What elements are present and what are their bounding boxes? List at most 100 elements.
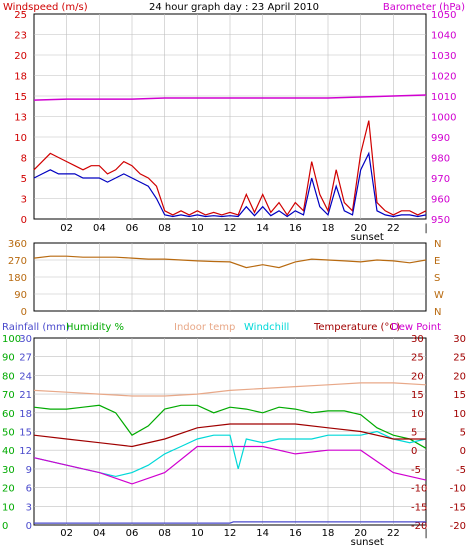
humidity-tick-label: 70 [2, 390, 15, 401]
average-windspeed-line [33, 151, 427, 218]
temperature-tick-label: -20 [450, 521, 466, 532]
x-tick-label: 14 [256, 528, 269, 539]
x-tick-label: 08 [158, 528, 171, 539]
temperature-tick-label: 15 [453, 390, 466, 401]
barometer-tick-label: 1020 [431, 72, 456, 83]
rainfall-tick-label: 18 [19, 409, 32, 420]
x-tick-label: 14 [256, 223, 269, 234]
x-tick-label: 12 [224, 528, 237, 539]
barometer-tick-label: 1030 [431, 51, 456, 62]
temperature-tick-label-inner: 5 [411, 428, 417, 439]
temperature-tick-label: -10 [450, 484, 466, 495]
barometer-tick-label: 1000 [431, 113, 456, 124]
temperature-tick-label-inner: -10 [411, 484, 427, 495]
x-tick-label: 20 [354, 528, 367, 539]
direction-tick-label: 360 [8, 239, 27, 250]
windspeed-tick-label: 3 [21, 195, 27, 206]
x-tick-label: 22 [387, 223, 400, 234]
temperature-tick-label-inner: 10 [411, 409, 424, 420]
windspeed-tick-label: 15 [14, 92, 27, 103]
humidity-tick-label: 30 [2, 465, 15, 476]
temperature-tick-label-inner: 0 [411, 446, 417, 457]
barometer-tick-label: 970 [431, 174, 450, 185]
humidity-tick-label: 100 [2, 334, 21, 345]
temperature-humidity-panel: Rainfall (mm)Humidity % Indoor temp Windch… [2, 322, 466, 548]
compass-tick-label: W [434, 290, 444, 301]
x-tick-label: 10 [191, 528, 204, 539]
windspeed-line [33, 120, 427, 216]
barometer-line [33, 94, 427, 101]
temperature-tick-label-inner: 15 [411, 390, 424, 401]
compass-tick-label: N [434, 239, 441, 250]
x-tick-label: 20 [354, 223, 367, 234]
windspeed-legend: Windspeed (m/s) [3, 2, 88, 13]
humidity-tick-label: 10 [2, 502, 15, 513]
x-tick-label: 18 [322, 528, 335, 539]
temperature-tick-label-inner: -5 [411, 465, 421, 476]
x-tick-label: 04 [93, 528, 106, 539]
x-tick-label: 02 [60, 223, 73, 234]
humidity-tick-label: 90 [2, 353, 15, 364]
humidity-legend: Humidity % [66, 322, 124, 333]
humidity-tick-label: 50 [2, 428, 15, 439]
x-tick-label: 10 [191, 223, 204, 234]
temperature-tick-label: -15 [450, 502, 466, 513]
sunset-label: sunset [351, 232, 384, 243]
x-tick-label: 12 [224, 223, 237, 234]
rainfall-legend: Rainfall (mm) [2, 322, 70, 333]
barometer-tick-label: 990 [431, 133, 450, 144]
compass-tick-label: S [434, 273, 440, 284]
rainfall-tick-label: 12 [19, 446, 32, 457]
humidity-tick-label: 40 [2, 446, 15, 457]
temperature-tick-label: -5 [456, 465, 466, 476]
rainfall-tick-label: 9 [26, 465, 32, 476]
windspeed-tick-label: 18 [14, 72, 27, 83]
humidity-tick-label: 80 [2, 371, 15, 382]
temperature-tick-label: 5 [460, 428, 466, 439]
barometer-tick-label: 1040 [431, 31, 456, 42]
humidity-tick-label: 60 [2, 409, 15, 420]
rainfall-tick-label: 0 [26, 521, 32, 532]
barometer-tick-label: 1050 [431, 10, 456, 21]
windspeed-tick-label: 20 [14, 51, 27, 62]
direction-tick-label: 90 [14, 290, 27, 301]
rainfall-tick-label: 24 [19, 371, 32, 382]
humidity-tick-label: 20 [2, 484, 15, 495]
temperature-tick-label: 30 [453, 334, 466, 345]
x-tick-label: 22 [387, 528, 400, 539]
direction-tick-label: 0 [21, 307, 27, 318]
dew-point-line [33, 445, 427, 485]
rainfall-line [34, 521, 426, 524]
humidity-tick-label: 0 [2, 521, 8, 532]
x-tick-label: 06 [126, 223, 139, 234]
temperature-tick-label: 0 [460, 446, 466, 457]
barometer-tick-label: 1010 [431, 92, 456, 103]
x-tick-label: 02 [60, 528, 73, 539]
direction-tick-label: 180 [8, 273, 27, 284]
temperature-line [33, 423, 426, 448]
compass-tick-label: N [434, 307, 441, 318]
barometer-tick-label: 960 [431, 195, 450, 206]
rainfall-tick-label: 15 [19, 428, 32, 439]
indoor-temp-legend: Indoor temp [174, 322, 235, 333]
windspeed-tick-label: 8 [21, 154, 27, 165]
rainfall-tick-label: 3 [26, 502, 32, 513]
windchill-legend: Windchill [244, 322, 289, 333]
x-tick-label: 08 [158, 223, 171, 234]
rainfall-tick-label: 27 [19, 353, 32, 364]
temperature-tick-label-inner: -20 [411, 521, 427, 532]
windspeed-tick-label: 10 [14, 133, 27, 144]
sunset-label: sunset [351, 537, 384, 548]
temperature-tick-label-inner: 30 [411, 334, 424, 345]
x-tick-label: 06 [126, 528, 139, 539]
wind-direction-line [33, 255, 427, 269]
windspeed-tick-label: 23 [14, 31, 27, 42]
temperature-tick-label: 20 [453, 371, 466, 382]
windspeed-tick-label: 5 [21, 174, 27, 185]
x-tick-label: | [424, 528, 427, 539]
humidity-line [33, 404, 427, 449]
temperature-tick-label-inner: 20 [411, 371, 424, 382]
x-tick-label: 16 [289, 223, 302, 234]
